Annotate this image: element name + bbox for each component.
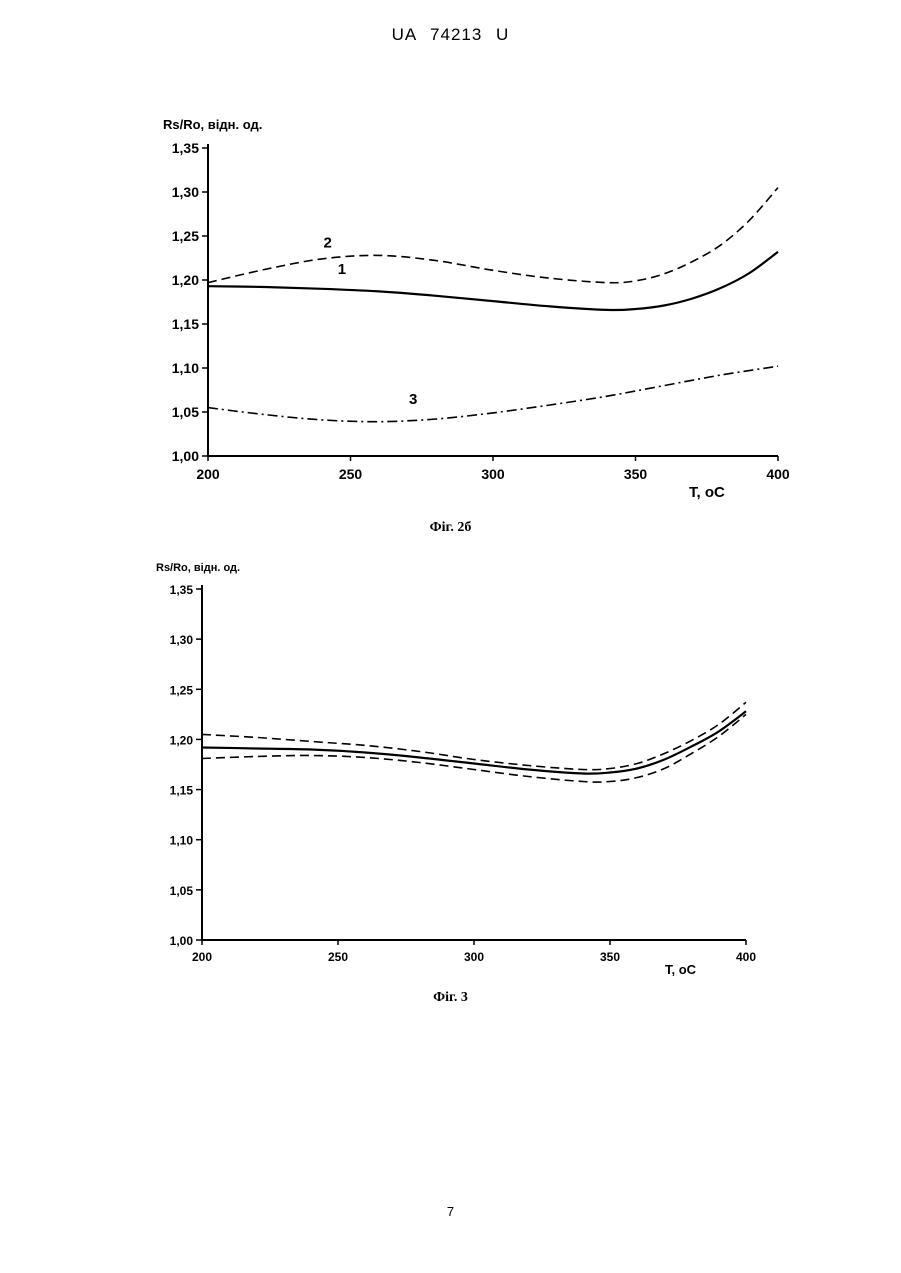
fig3-y-tick-label: 1,30 [170,633,194,647]
fig3-x-tick-label: 200 [192,950,212,964]
fig3-y-tick-label: 1,35 [170,583,194,597]
chart-caption-fig-3: Фіг. 3 [0,990,901,1006]
fig2b-x-tick-label: 400 [766,466,790,482]
fig3-x-axis-label: T, oC [665,962,697,977]
fig2b-series-label-1: 1 [338,261,346,278]
fig3-y-tick-label: 1,20 [170,733,194,747]
fig2b-series-line-3 [208,366,778,422]
fig2b-y-tick-label: 1,35 [172,140,199,156]
page-number: 7 [0,1204,901,1219]
fig2b-y-tick-label: 1,15 [172,316,199,332]
fig3-y-tick-label: 1,25 [170,683,194,697]
fig2b-x-axis-label: T, oC [689,484,725,501]
fig2b-y-tick-label: 1,00 [172,448,199,464]
fig3-y-tick-label: 1,00 [170,934,194,948]
fig2b-x-tick-label: 200 [196,466,220,482]
fig2b-y-tick-label: 1,10 [172,360,199,376]
fig2b-y-tick-label: 1,05 [172,404,199,420]
fig2b-y-tick-label: 1,30 [172,184,199,200]
fig3-x-tick-label: 300 [464,950,484,964]
fig2b-series-line-1 [208,252,778,310]
fig2b-y-tick-label: 1,20 [172,272,199,288]
fig3-y-axis-label: Rs/Ro, відн. од. [156,562,240,574]
fig2b-y-tick-label: 1,25 [172,228,199,244]
fig3-y-tick-label: 1,10 [170,834,194,848]
fig2b-x-tick-label: 350 [624,466,648,482]
chart-fig-2b: 1,00 1,05 1,10 1,15 1,20 1,25 1,30 1,35 200 250 30… [0,105,901,515]
fig2b-x-tick-label: 250 [339,466,363,482]
fig3-x-tick-label: 250 [328,950,348,964]
fig2b-series-label-2: 2 [324,234,332,251]
chart-fig-2b-svg: 1,00 1,05 1,10 1,15 1,20 1,25 1,30 1,35 200 250 30… [0,105,901,515]
chart-caption-fig-2b: Фіг. 2б [0,520,901,536]
fig3-x-tick-label: 400 [736,950,756,964]
fig2b-series-label-3: 3 [409,391,417,408]
chart-fig-3: 1,00 1,05 1,10 1,15 1,20 1,25 1,30 1,35 200 250 30… [0,552,901,982]
fig3-x-tick-label: 350 [600,950,620,964]
fig3-y-tick-label: 1,05 [170,884,194,898]
fig3-y-tick-label: 1,15 [170,784,194,798]
fig2b-x-tick-label: 300 [481,466,505,482]
fig3-series-line-1 [202,711,746,773]
chart-fig-3-svg: 1,00 1,05 1,10 1,15 1,20 1,25 1,30 1,35 200 250 30… [0,552,901,982]
fig2b-y-axis-label: Rs/Ro, відн. од. [163,117,262,132]
document-header: UA 74213 U [0,25,901,45]
fig2b-series-line-2 [208,188,778,283]
